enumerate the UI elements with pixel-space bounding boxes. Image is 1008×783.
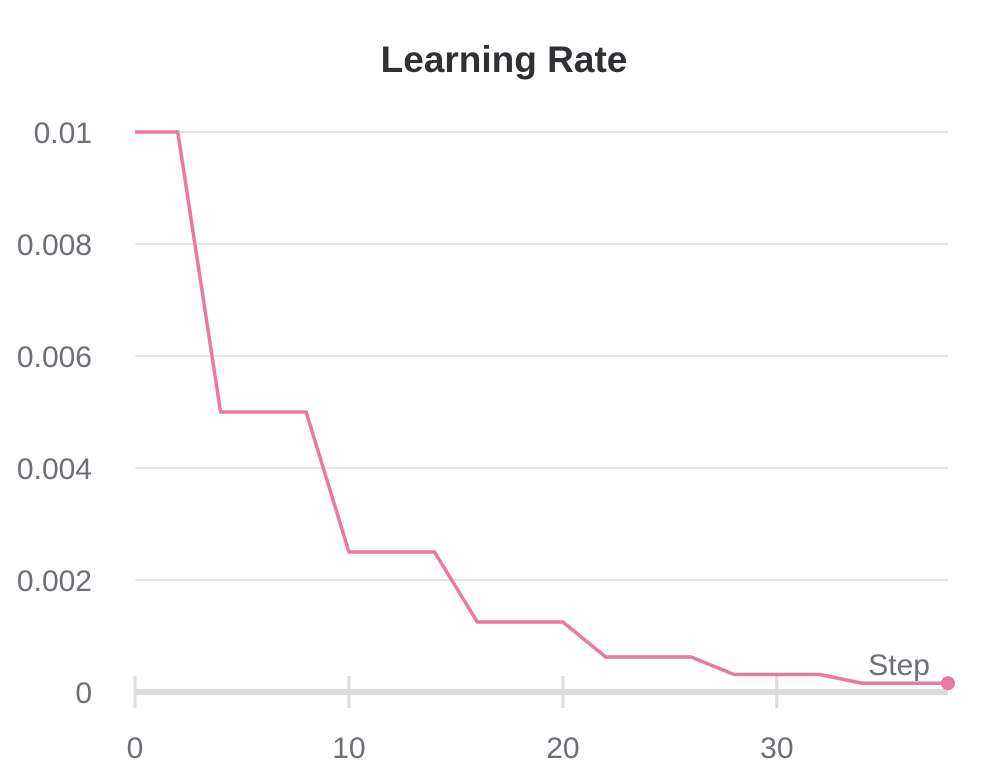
x-tick-label: 30	[760, 732, 793, 765]
chart-title: Learning Rate	[381, 39, 628, 80]
y-tick-label: 0.004	[17, 453, 92, 486]
x-axis-label: Step	[868, 649, 930, 682]
grid-layer	[135, 131, 948, 581]
y-tick-label: 0.01	[34, 117, 92, 150]
x-tick-label: 0	[127, 732, 144, 765]
x-tick-label: 10	[332, 732, 365, 765]
series-endpoint-marker	[941, 676, 955, 691]
series-layer	[135, 130, 955, 691]
y-tick-label: 0.006	[17, 341, 92, 374]
y-tick-label: 0.002	[17, 565, 92, 598]
learning-rate-series-line	[135, 130, 948, 685]
y-tick-label: 0.008	[17, 229, 92, 262]
x-tick-label: 20	[546, 732, 579, 765]
axis-layer: 0 0.002 0.004 0.006 0.008 0.01 0 10 20 30	[17, 117, 948, 765]
y-tick-label: 0	[75, 677, 92, 710]
